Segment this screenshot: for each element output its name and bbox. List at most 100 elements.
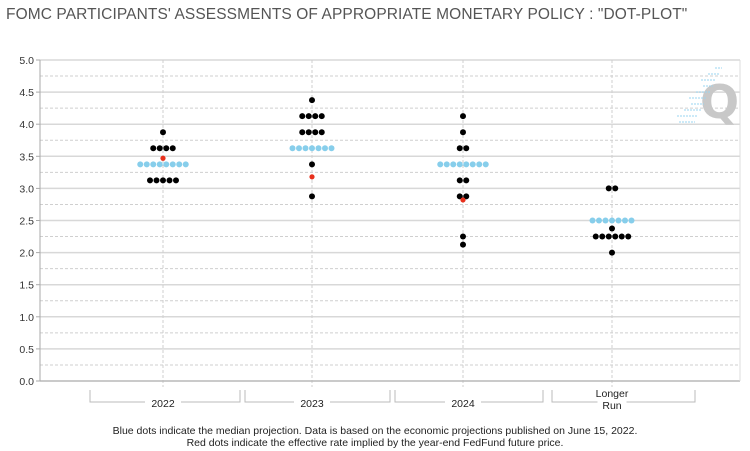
participant-dot	[299, 113, 306, 120]
market-implied-dot	[309, 174, 315, 180]
median-dot	[602, 217, 609, 224]
median-dot	[589, 217, 596, 224]
participant-dot	[460, 241, 466, 248]
market-implied-dot	[460, 197, 466, 203]
participant-dot	[299, 129, 306, 136]
participant-dot	[169, 145, 176, 152]
label-bg	[597, 400, 627, 412]
participant-dot	[460, 113, 466, 120]
median-dot	[596, 217, 602, 224]
participant-dot	[312, 129, 319, 136]
participant-dot	[309, 97, 315, 104]
median-dot	[456, 161, 463, 168]
median-dot	[150, 161, 157, 168]
y-tick-label: 0.5	[19, 344, 34, 356]
y-tick-label: 1.0	[19, 312, 34, 324]
participant-dot	[166, 177, 173, 184]
median-dot	[169, 161, 176, 168]
y-tick-label: 4.0	[19, 119, 34, 131]
participant-dot	[150, 145, 157, 152]
participant-dot	[147, 177, 153, 184]
median-dot	[143, 161, 150, 168]
y-tick-label: 3.5	[19, 151, 34, 163]
participant-dot	[156, 145, 163, 152]
median-dot	[628, 217, 635, 224]
y-tick-label: 3.0	[19, 183, 34, 195]
note-market: Red dots indicate the effective rate imp…	[186, 437, 564, 449]
label-bg	[445, 398, 481, 410]
median-dot	[302, 145, 309, 152]
median-dot	[476, 161, 483, 168]
y-tick-label: 2.5	[19, 216, 34, 228]
participant-dot	[456, 177, 463, 184]
y-tick-label: 4.5	[19, 87, 34, 99]
median-dot	[437, 161, 444, 168]
participant-dot	[605, 185, 612, 192]
median-dot	[137, 161, 144, 168]
x-tick-label: Longer	[596, 388, 629, 400]
label-bg	[587, 388, 637, 400]
label-bg	[294, 398, 330, 410]
participant-dot	[318, 113, 325, 120]
participant-dot	[309, 161, 315, 168]
median-dot	[156, 161, 163, 168]
participant-dot	[160, 177, 166, 184]
median-dot	[322, 145, 328, 152]
chart-title: FOMC PARTICIPANTS' ASSESSMENTS OF APPROP…	[6, 6, 688, 23]
median-dot	[176, 161, 183, 168]
participant-dot	[460, 129, 466, 136]
participant-dot	[609, 225, 615, 232]
participant-dot	[460, 233, 466, 240]
median-dot	[615, 217, 622, 224]
y-tick-label: 0.0	[19, 376, 34, 388]
participant-dot	[456, 193, 463, 200]
y-tick-label: 2.0	[19, 248, 34, 260]
participant-dot	[463, 177, 470, 184]
participant-dot	[160, 129, 166, 136]
participant-dot	[612, 233, 619, 240]
note-median: Blue dots indicate the median projection…	[112, 425, 638, 437]
market-implied-dot	[160, 155, 166, 161]
median-dot	[163, 161, 170, 168]
participant-dot	[612, 185, 619, 192]
participant-dot	[625, 233, 632, 240]
x-tick-label: 2022	[151, 398, 175, 410]
participant-dot	[456, 145, 463, 152]
median-dot	[482, 161, 489, 168]
participant-dot	[305, 113, 312, 120]
median-dot	[182, 161, 189, 168]
median-dot	[309, 145, 315, 152]
median-dot	[609, 217, 615, 224]
x-tick-label: 2023	[300, 398, 324, 410]
median-dot	[443, 161, 450, 168]
participant-dot	[312, 113, 319, 120]
participant-dot	[153, 177, 160, 184]
participant-dot	[599, 233, 606, 240]
median-dot	[296, 145, 302, 152]
x-tick-label: Run	[602, 400, 621, 412]
participant-dot	[592, 233, 599, 240]
median-dot	[315, 145, 322, 152]
participant-dot	[318, 129, 325, 136]
median-dot	[328, 145, 335, 152]
median-dot	[469, 161, 476, 168]
participant-dot	[305, 129, 312, 136]
participant-dot	[309, 193, 315, 200]
median-dot	[622, 217, 628, 224]
y-tick-label: 5.0	[19, 55, 34, 67]
participant-dot	[463, 145, 470, 152]
participant-dot	[609, 249, 615, 256]
median-dot	[463, 161, 470, 168]
participant-dot	[173, 177, 179, 184]
y-tick-label: 1.5	[19, 280, 34, 292]
label-bg	[145, 398, 181, 410]
median-dot	[450, 161, 457, 168]
participant-dot	[163, 145, 170, 152]
x-tick-label: 2024	[451, 398, 475, 410]
logo-q: Q	[700, 75, 739, 129]
participant-dot	[618, 233, 625, 240]
participant-dot	[463, 193, 470, 200]
participant-dot	[605, 233, 612, 240]
median-dot	[289, 145, 296, 152]
